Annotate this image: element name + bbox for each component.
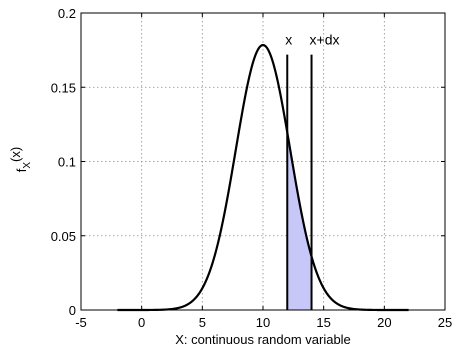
x-tick-label: 25: [438, 315, 452, 330]
y-axis-label-sub: X: [22, 162, 33, 169]
y-tick-label: 0.2: [58, 6, 76, 21]
x-tick-label: 5: [199, 315, 206, 330]
y-tick-label: 0: [69, 303, 76, 318]
y-axis-label-arg: (x): [8, 147, 23, 162]
x-tick-label: -5: [75, 315, 87, 330]
y-tick-label: 0.05: [51, 229, 76, 244]
shaded-area-layer: [287, 132, 312, 310]
marker-label: x+dx: [310, 32, 340, 48]
x-tick-label: 10: [256, 315, 270, 330]
x-tick-label: 15: [316, 315, 330, 330]
x-tick-label: 0: [138, 315, 145, 330]
grid: [81, 13, 445, 310]
y-axis-label: fX(x): [8, 147, 33, 172]
y-tick-label: 0.1: [58, 155, 76, 170]
shaded-probability-area: [287, 132, 312, 310]
y-axis-label-main: f: [14, 168, 29, 172]
ticks: [80, 12, 446, 311]
x-tick-label: 20: [377, 315, 391, 330]
marker-labels: x x+dx: [285, 32, 339, 48]
y-tick-label: 0.15: [51, 80, 76, 95]
x-axis-label: X: continuous random variable: [175, 332, 351, 347]
marker-label: x: [285, 32, 292, 48]
